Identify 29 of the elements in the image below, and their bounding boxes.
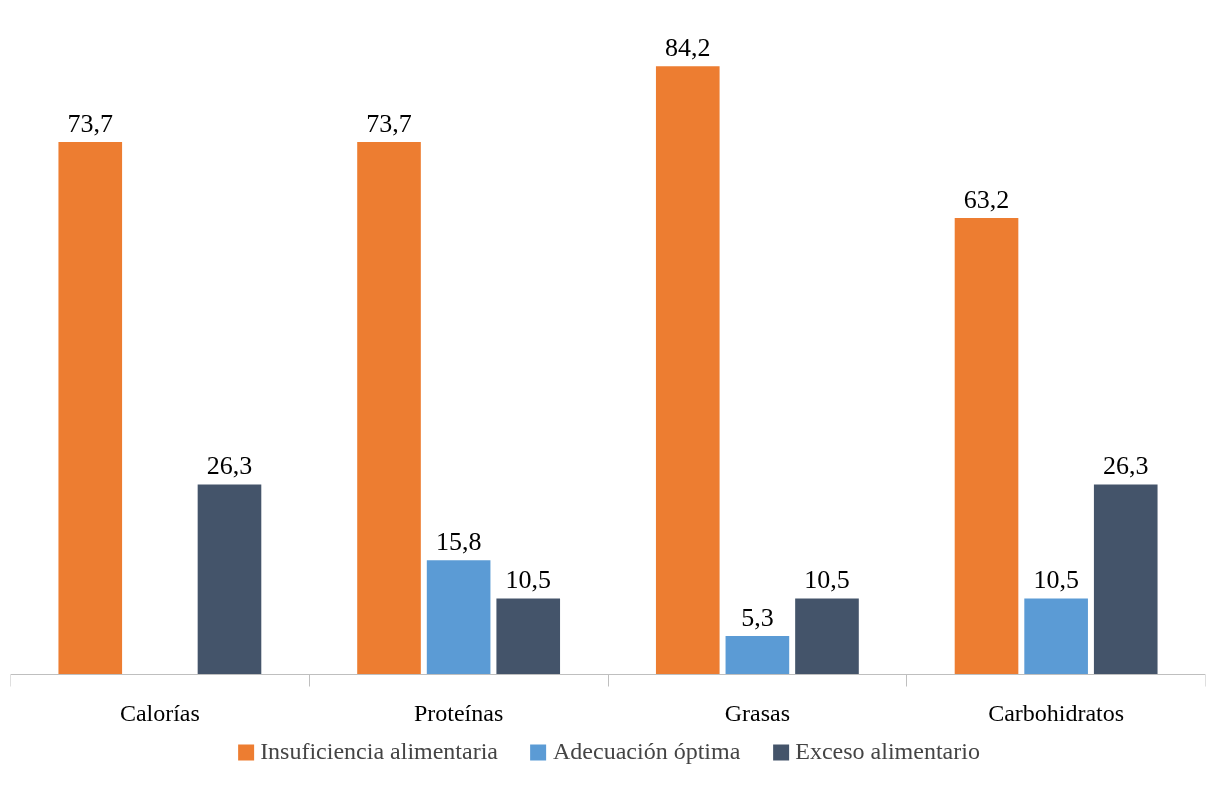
bar: [795, 598, 859, 675]
bar: [197, 484, 262, 675]
data-label: 26,3: [1102, 451, 1149, 481]
legend-label: Adecuación óptima: [553, 738, 741, 765]
data-label: 15,8: [435, 527, 482, 557]
legend-label: Insuficiencia alimentaria: [260, 738, 499, 765]
bar: [655, 66, 720, 675]
data-label: 73,7: [67, 109, 114, 139]
bar: [426, 560, 491, 675]
legend-label: Exceso alimentario: [795, 738, 980, 765]
bar: [1024, 598, 1088, 675]
data-label: 84,2: [665, 33, 711, 63]
bar: [1093, 484, 1158, 675]
data-label: 5,3: [741, 603, 774, 633]
x-tick-label: Grasas: [724, 700, 791, 727]
bar: [357, 142, 421, 675]
x-tick-label: Carbohidratos: [988, 700, 1125, 727]
data-label: 26,3: [206, 451, 253, 481]
data-label: 10,5: [1033, 565, 1079, 595]
bar: [496, 598, 561, 675]
data-label: 73,7: [366, 109, 412, 139]
x-tick-label: Proteínas: [413, 700, 504, 727]
bar: [954, 217, 1019, 675]
bar: [725, 636, 790, 675]
x-tick-label: Calorías: [119, 700, 200, 727]
data-label: 10,5: [804, 565, 850, 595]
data-label: 63,2: [963, 184, 1010, 214]
bar: [58, 142, 123, 675]
data-label: 10,5: [505, 565, 551, 595]
